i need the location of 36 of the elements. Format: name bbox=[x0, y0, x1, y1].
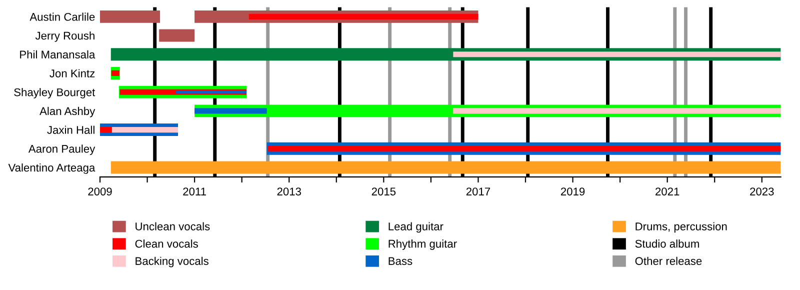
x-tick-label: 2021 bbox=[656, 188, 680, 196]
bar bbox=[110, 161, 781, 174]
y-tick-label: Alan Ashby bbox=[40, 106, 96, 118]
bar bbox=[268, 146, 781, 152]
bar bbox=[248, 14, 478, 20]
y-tick-label: Jerry Roush bbox=[35, 32, 94, 42]
y-tick-label: Aaron Pauley bbox=[28, 144, 96, 155]
y-tick-label: Jon Kintz bbox=[50, 69, 95, 78]
x-tick-label: 2017 bbox=[466, 188, 490, 196]
bar bbox=[100, 10, 160, 23]
y-tick-label: Jaxin Hall bbox=[47, 126, 94, 134]
legend-label: Rhythm guitar bbox=[388, 240, 457, 250]
legend-label: Backing vocals bbox=[136, 256, 208, 268]
bar bbox=[100, 126, 112, 133]
y-tick-label: Shayley Bourget bbox=[14, 88, 96, 98]
bar bbox=[453, 52, 781, 58]
legend-label: Bass bbox=[388, 257, 412, 265]
legend-label: Lead guitar bbox=[388, 222, 444, 233]
legend-label: Clean vocals bbox=[135, 240, 198, 248]
legend-label: Other release bbox=[635, 256, 702, 265]
x-tick-label: 2013 bbox=[277, 188, 301, 196]
bar bbox=[111, 70, 120, 76]
legend-label: Unclean vocals bbox=[136, 222, 210, 230]
legend-label: Drums, percussion bbox=[636, 222, 727, 233]
legend-label: Studio album bbox=[635, 240, 699, 248]
y-tick-label: Valentino Arteaga bbox=[8, 163, 96, 174]
bar bbox=[159, 29, 195, 42]
bar bbox=[453, 108, 781, 114]
y-tick-label: Phil Manansala bbox=[20, 50, 96, 59]
x-tick-label: 2019 bbox=[560, 188, 585, 196]
x-tick-label: 2023 bbox=[750, 188, 774, 196]
x-tick-label: 2009 bbox=[88, 188, 112, 196]
bar bbox=[112, 126, 178, 133]
x-tick-label: 2015 bbox=[372, 188, 396, 196]
x-tick-label: 2011 bbox=[183, 188, 206, 196]
y-tick-label: Austin Carlile bbox=[30, 12, 95, 21]
